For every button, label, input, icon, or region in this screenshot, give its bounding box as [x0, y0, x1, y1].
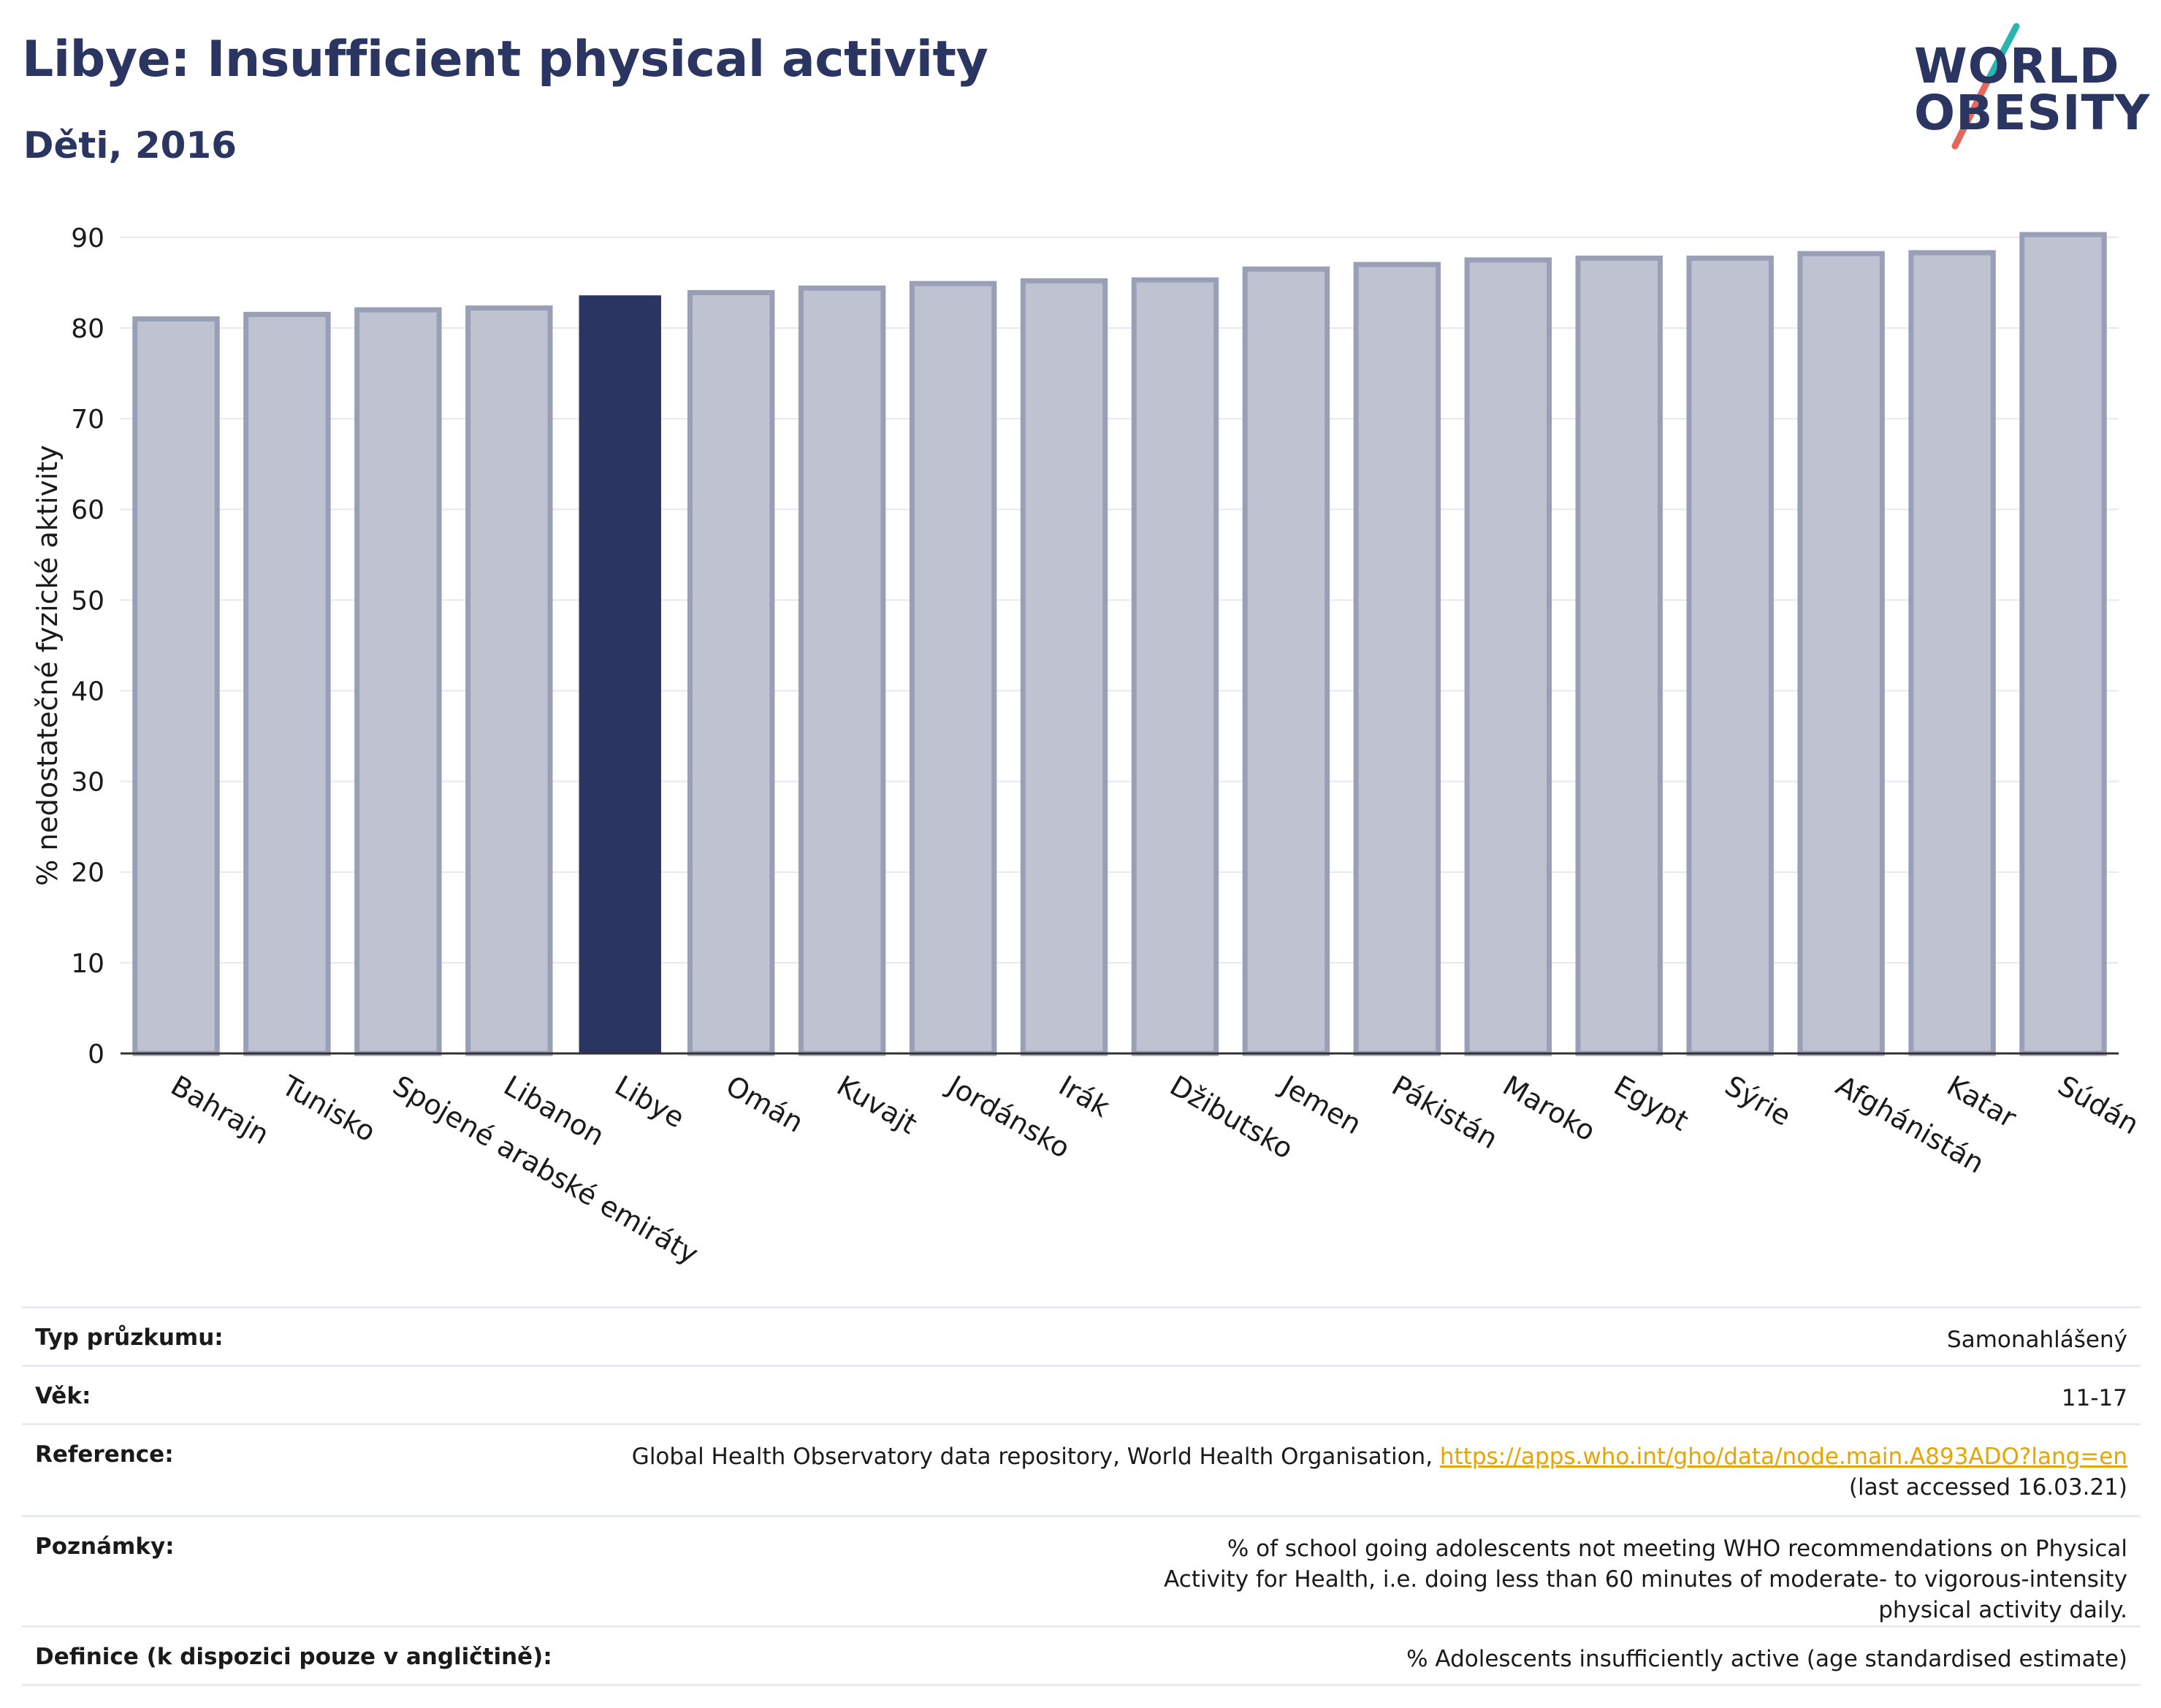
- info-row-reference: Reference: Global Health Observatory dat…: [22, 1423, 2141, 1517]
- y-tick-label: 20: [71, 858, 104, 888]
- x-tick-label: Jemen: [1274, 1069, 1367, 1141]
- x-tick-label: Tunisko: [276, 1069, 381, 1148]
- bar-irák[interactable]: [1020, 278, 1108, 1056]
- bar-spojené-arabské-emiráty[interactable]: [354, 307, 442, 1056]
- info-row-age: Věk: 11-17: [22, 1365, 2141, 1425]
- y-tick-label: 80: [71, 314, 104, 344]
- info-label: Věk:: [22, 1365, 577, 1425]
- y-tick-label: 0: [88, 1040, 104, 1070]
- info-label: Typ průzkumu:: [22, 1306, 577, 1366]
- bar-jordánsko[interactable]: [909, 281, 997, 1056]
- x-tick-label: Bahrajn: [165, 1070, 274, 1151]
- info-row-definition: Definice (k dispozici pouze v angličtině…: [22, 1625, 2141, 1686]
- bar-maroko[interactable]: [1464, 257, 1552, 1056]
- logo-text-world: WORLD: [1914, 38, 2120, 94]
- y-tick-label: 30: [71, 768, 104, 798]
- logo-text-obesity: OBESITY: [1914, 85, 2151, 141]
- bar-džibutsko[interactable]: [1131, 277, 1219, 1056]
- page-title: Libye: Insufficient physical activity: [22, 31, 988, 88]
- info-label: Poznámky:: [22, 1515, 577, 1627]
- x-tick-label: Súdán: [2053, 1070, 2145, 1141]
- x-tick-label: Katar: [1942, 1070, 2022, 1135]
- info-value: Samonahlášený: [577, 1306, 2141, 1366]
- info-value: 11-17: [577, 1365, 2141, 1425]
- bar-sýrie[interactable]: [1686, 255, 1774, 1056]
- y-axis-label: % nedostatečné fyzické aktivity: [31, 445, 64, 886]
- info-value: % of school going adolescents not meetin…: [577, 1515, 2141, 1627]
- bar-súdán[interactable]: [2019, 232, 2107, 1056]
- info-value: Global Health Observatory data repositor…: [577, 1423, 2141, 1517]
- x-tick-label: Egypt: [1609, 1070, 1694, 1137]
- bar-kuvajt[interactable]: [798, 285, 886, 1056]
- y-tick-label: 90: [71, 224, 104, 253]
- reference-accessed: (last accessed 16.03.21): [1848, 1474, 2127, 1501]
- info-table: Typ průzkumu: Samonahlášený Věk: 11-17 R…: [22, 1306, 2141, 1686]
- info-value: % Adolescents insufficiently active (age…: [577, 1625, 2141, 1686]
- y-axis-ticks: 0 10 20 30 40 50 60 70 80 90: [71, 224, 104, 1070]
- x-tick-label: Irák: [1053, 1070, 1115, 1124]
- x-tick-label: Kuvajt: [831, 1070, 922, 1140]
- x-tick-label: Jordánsko: [941, 1069, 1075, 1164]
- y-tick-label: 40: [71, 676, 104, 706]
- logo-slash-icon: [1951, 23, 2020, 150]
- x-tick-label: Džibutsko: [1165, 1070, 1299, 1165]
- y-tick-label: 70: [71, 405, 104, 435]
- x-tick-label: Libye: [609, 1070, 690, 1135]
- world-obesity-logo[interactable]: WORLD OBESITY: [1899, 20, 2151, 152]
- bar-pákistán[interactable]: [1353, 262, 1441, 1056]
- y-tick-label: 60: [71, 495, 104, 525]
- info-row-notes: Poznámky: % of school going adolescents …: [22, 1515, 2141, 1627]
- bar-omán[interactable]: [687, 290, 775, 1056]
- reference-link[interactable]: https://apps.who.int/gho/data/node.main.…: [1439, 1444, 2127, 1470]
- bar-afghánistán[interactable]: [1797, 251, 1885, 1056]
- x-tick-label: Maroko: [1498, 1070, 1601, 1148]
- bar-tunisko[interactable]: [243, 311, 331, 1056]
- info-label: Reference:: [22, 1423, 577, 1517]
- bar-chart: 0 10 20 30 40 50 60 70 80 90 Bahrajn Tunisko Spojen…: [31, 224, 2144, 1270]
- bar-libanon[interactable]: [465, 305, 553, 1056]
- x-tick-label: Pákistán: [1387, 1070, 1503, 1156]
- bar-jemen[interactable]: [1242, 266, 1330, 1056]
- bar-egypt[interactable]: [1575, 255, 1663, 1056]
- x-tick-label: Omán: [720, 1070, 809, 1139]
- info-label: Definice (k dispozici pouze v angličtině…: [22, 1625, 577, 1686]
- gridlines: [121, 236, 2119, 964]
- x-tick-label: Sýrie: [1720, 1070, 1796, 1132]
- bars: [132, 232, 2107, 1056]
- page-subtitle: Děti, 2016: [23, 124, 237, 167]
- y-tick-label: 10: [71, 949, 104, 979]
- bar-katar[interactable]: [1908, 250, 1996, 1056]
- x-axis-ticks: Bahrajn Tunisko Spojené arabské emirátyLib…: [165, 1069, 2144, 1270]
- reference-text: Global Health Observatory data repositor…: [631, 1444, 1440, 1470]
- info-row-survey-type: Typ průzkumu: Samonahlášený: [22, 1306, 2141, 1366]
- bar-bahrajn[interactable]: [132, 316, 220, 1056]
- bar-libye[interactable]: [579, 295, 661, 1054]
- y-tick-label: 50: [71, 586, 104, 616]
